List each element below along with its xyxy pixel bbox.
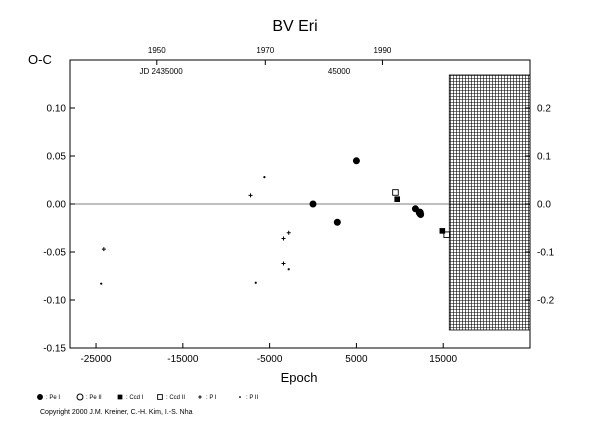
- y-tick-label: 0.05: [47, 152, 67, 163]
- x-tick-label: 5000: [345, 354, 368, 365]
- legend-marker-dot: [239, 396, 241, 398]
- legend-label: : Pe I: [46, 395, 60, 401]
- legend-label: : P II: [246, 395, 259, 401]
- chart-title: BV Eri: [272, 18, 317, 35]
- data-point-filled-square: [439, 228, 446, 234]
- legend-label: : Ccd I: [126, 395, 144, 401]
- right-tick-label: 0.2: [537, 104, 551, 115]
- right-tick-label: -0.1: [537, 248, 555, 259]
- data-point-plus: [248, 193, 253, 198]
- data-point-plus: [281, 236, 286, 241]
- x-tick-label: 15000: [429, 354, 457, 365]
- y-axis-label: O-C: [28, 52, 52, 67]
- data-point-filled-circle: [333, 218, 341, 226]
- data-point-plus: [101, 247, 106, 252]
- data-point-plus: [281, 261, 286, 266]
- data-point-filled-square: [394, 196, 401, 202]
- data-point-dot: [287, 268, 290, 271]
- data-point-filled-circle: [352, 157, 360, 165]
- data-point-open-square: [443, 231, 450, 238]
- top-annotation: JD 2435000: [140, 67, 184, 76]
- data-point-dot: [263, 176, 266, 179]
- data-point-dot: [254, 281, 257, 284]
- x-tick-label: -15000: [167, 354, 199, 365]
- top-year-label: 1990: [374, 46, 392, 55]
- y-tick-label: 0.10: [47, 104, 67, 115]
- top-year-label: 1950: [148, 46, 166, 55]
- data-point-open-square: [392, 189, 399, 196]
- x-axis-label: Epoch: [281, 370, 318, 385]
- copyright-text: Copyright 2000 J.M. Kreiner, C.-H. Kim, …: [40, 409, 193, 416]
- legend-label: : Ccd II: [166, 395, 185, 401]
- right-tick-label: 0.1: [537, 152, 551, 163]
- legend-marker-open-square: [157, 394, 163, 400]
- legend-label: : Pe II: [86, 395, 102, 401]
- y-tick-label: -0.15: [43, 344, 66, 355]
- data-point-dot: [100, 282, 103, 285]
- hatched-region: [448, 74, 531, 331]
- x-tick-label: -5000: [257, 354, 283, 365]
- y-tick-label: 0.00: [47, 200, 67, 211]
- right-tick-label: -0.2: [537, 296, 555, 307]
- legend-marker-filled-circle: [37, 394, 43, 400]
- data-point-plus: [286, 230, 291, 235]
- legend-marker-filled-square: [117, 394, 123, 400]
- top-year-label: 1970: [256, 46, 274, 55]
- legend-marker-open-circle: [76, 393, 84, 401]
- y-tick-label: -0.05: [43, 248, 66, 259]
- data-point-filled-circle: [309, 200, 317, 208]
- top-annotation: 45000: [328, 67, 351, 76]
- legend-label: : P I: [206, 395, 217, 401]
- right-tick-label: 0.0: [537, 200, 551, 211]
- data-point-open-circle: [415, 208, 424, 217]
- x-tick-label: -25000: [80, 354, 112, 365]
- legend-marker-plus: [198, 395, 202, 399]
- y-tick-label: -0.10: [43, 296, 66, 307]
